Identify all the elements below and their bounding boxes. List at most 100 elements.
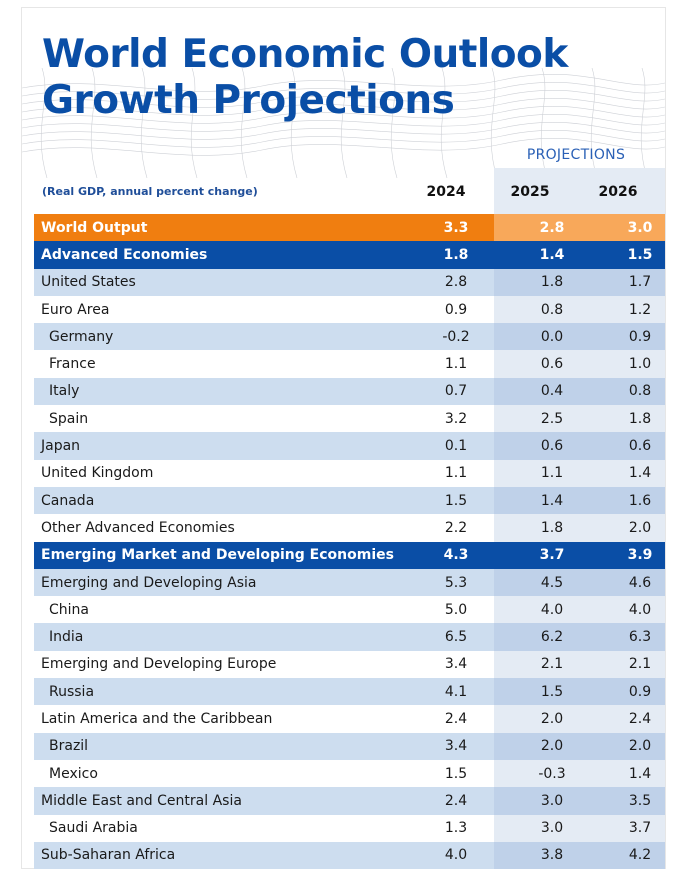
value-2024: 5.0 <box>444 601 468 618</box>
table-row: Canada 1.5 1.4 1.6 <box>34 486 665 515</box>
row-label: Middle East and Central Asia <box>41 792 242 809</box>
title-line-1: World Economic Outlook <box>42 32 568 77</box>
table-row: Other Advanced Economies 2.2 1.8 2.0 <box>34 514 665 542</box>
value-2026: 4.0 <box>628 601 652 618</box>
table-row: Emerging and Developing Europe 3.4 2.1 2.1 <box>34 650 665 679</box>
value-2024: 2.2 <box>444 519 468 536</box>
table-row: Euro Area 0.9 0.8 1.2 <box>34 295 665 324</box>
row-label: Canada <box>41 492 95 509</box>
row-label: United States <box>41 274 136 291</box>
row-label: Other Advanced Economies <box>41 519 235 536</box>
value-2024: 0.9 <box>444 301 468 318</box>
value-2024: 2.8 <box>444 274 468 291</box>
value-2025: 1.1 <box>540 465 564 482</box>
table-row: Saudi Arabia 1.3 3.0 3.7 <box>34 814 665 842</box>
value-2026: 4.2 <box>628 847 652 864</box>
value-2024: -0.2 <box>442 328 470 345</box>
table-row: Japan 0.1 0.6 0.6 <box>34 432 665 460</box>
value-2026: 2.0 <box>628 738 652 755</box>
value-2025: 2.1 <box>540 656 564 673</box>
table-row: China 5.0 4.0 4.0 <box>34 596 665 624</box>
value-2024: 0.1 <box>444 438 468 455</box>
value-2025: 6.2 <box>540 629 564 646</box>
value-2024: 0.7 <box>444 383 468 400</box>
value-2025: 1.4 <box>539 246 565 263</box>
value-2025: 2.0 <box>540 710 564 727</box>
value-2025: 1.5 <box>540 683 564 700</box>
year-header-2024: 2024 <box>426 184 466 200</box>
value-2025: 1.8 <box>540 519 564 536</box>
value-2024: 4.3 <box>443 547 469 564</box>
value-2026: 1.6 <box>628 492 652 509</box>
value-2026: 0.9 <box>628 328 652 345</box>
value-2026: 3.9 <box>627 547 653 564</box>
row-label: Brazil <box>49 738 89 755</box>
table-row: Advanced Economies 1.8 1.4 1.5 <box>34 241 665 269</box>
value-2026: 4.6 <box>628 574 652 591</box>
value-2024: 1.8 <box>443 246 469 263</box>
value-2025: 3.8 <box>540 847 564 864</box>
value-2026: 1.8 <box>628 410 652 427</box>
row-label: United Kingdom <box>41 465 154 482</box>
value-2026: 3.5 <box>628 792 652 809</box>
value-2025: 0.4 <box>540 383 564 400</box>
row-label: Mexico <box>49 765 98 782</box>
row-label: Latin America and the Caribbean <box>41 710 273 727</box>
value-2024: 3.2 <box>444 410 468 427</box>
value-2026: 2.1 <box>628 656 652 673</box>
year-header-2026: 2026 <box>598 184 638 200</box>
value-2025: 0.6 <box>540 356 564 373</box>
value-2026: 0.6 <box>628 438 652 455</box>
value-2025: 2.8 <box>539 219 565 236</box>
decorative-wave-pattern <box>22 68 665 178</box>
value-2025: 1.4 <box>540 492 564 509</box>
value-2024: 1.1 <box>444 356 468 373</box>
value-2026: 0.8 <box>628 383 652 400</box>
table-row: World Output 3.3 2.8 3.0 <box>34 214 665 242</box>
value-2024: 1.5 <box>444 765 468 782</box>
value-2024: 1.5 <box>444 492 468 509</box>
row-label: Emerging and Developing Asia <box>41 574 257 591</box>
value-2025: 3.0 <box>540 820 564 837</box>
table-row: France 1.1 0.6 1.0 <box>34 350 665 378</box>
value-2024: 3.4 <box>444 738 468 755</box>
value-2025: 0.8 <box>540 301 564 318</box>
row-label: Japan <box>41 438 81 455</box>
value-2025: -0.3 <box>538 765 566 782</box>
value-2026: 0.9 <box>628 683 652 700</box>
row-label: Advanced Economies <box>41 246 208 263</box>
value-2026: 6.3 <box>628 629 652 646</box>
table-row: Brazil 3.4 2.0 2.0 <box>34 732 665 760</box>
row-label: India <box>49 629 84 646</box>
growth-table: World Output 3.3 2.8 3.0 Advanced Economies… <box>34 214 665 869</box>
value-2026: 2.0 <box>628 519 652 536</box>
value-2026: 1.7 <box>628 274 652 291</box>
value-2025: 3.7 <box>539 547 565 564</box>
table-row: United States 2.8 1.8 1.7 <box>34 268 665 296</box>
row-label: Euro Area <box>41 301 110 318</box>
row-label: China <box>49 601 89 618</box>
row-label: France <box>49 356 96 373</box>
table-row: Mexico 1.5 -0.3 1.4 <box>34 759 665 788</box>
value-2025: 2.0 <box>540 738 564 755</box>
value-2024: 2.4 <box>444 710 468 727</box>
value-2024: 2.4 <box>444 792 468 809</box>
row-label: Emerging and Developing Europe <box>41 656 277 673</box>
table-row: Emerging and Developing Asia 5.3 4.5 4.6 <box>34 568 665 597</box>
value-2024: 4.0 <box>444 847 468 864</box>
value-2024: 5.3 <box>444 574 468 591</box>
table-row: Sub-Saharan Africa 4.0 3.8 4.2 <box>34 841 665 869</box>
row-label: Italy <box>49 383 80 400</box>
value-2026: 1.0 <box>628 356 652 373</box>
page-title: World Economic Outlook Growth Projection… <box>42 32 568 124</box>
value-2026: 1.4 <box>628 765 652 782</box>
year-header-2025: 2025 <box>510 184 550 200</box>
value-2026: 1.2 <box>628 301 652 318</box>
row-label: Saudi Arabia <box>49 820 138 837</box>
report-page: World Economic Outlook Growth Projection… <box>22 8 665 869</box>
table-row: Latin America and the Caribbean 2.4 2.0 2.4 <box>34 705 665 733</box>
value-2025: 1.8 <box>540 274 564 291</box>
table-row: Emerging Market and Developing Economies… <box>34 541 665 569</box>
value-2024: 3.3 <box>443 219 469 236</box>
projections-label: PROJECTIONS <box>526 147 626 163</box>
